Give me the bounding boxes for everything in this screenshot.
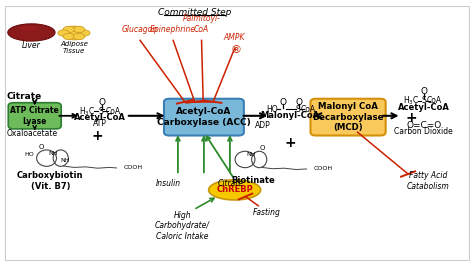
Text: O: O [39,144,45,150]
FancyBboxPatch shape [5,6,469,260]
Text: Oxaloacetate: Oxaloacetate [7,129,58,138]
Text: Citrate: Citrate [218,178,244,188]
Text: Carbon Dioxide: Carbon Dioxide [394,127,453,136]
Ellipse shape [73,33,85,40]
Text: CoA: CoA [427,96,442,105]
Ellipse shape [63,33,74,40]
Text: Acetyl-CoA: Acetyl-CoA [74,113,126,122]
Text: +: + [405,111,417,125]
Text: Acetyl-CoA: Acetyl-CoA [398,103,450,111]
Text: Palmitoyl-
CoA: Palmitoyl- CoA [182,14,220,34]
Text: H$_3$C: H$_3$C [403,94,419,107]
Ellipse shape [79,30,90,36]
Ellipse shape [58,30,69,36]
Ellipse shape [62,26,86,40]
FancyBboxPatch shape [8,103,61,129]
Text: Biotinate: Biotinate [232,176,275,185]
Ellipse shape [63,26,74,33]
Text: Acetyl-CoA
Carboxylase (ACC): Acetyl-CoA Carboxylase (ACC) [157,107,251,127]
Text: Carboxybiotin
(Vit. B7): Carboxybiotin (Vit. B7) [17,172,83,191]
Text: Fasting: Fasting [252,208,280,217]
Text: High
Carbohydrate/
Caloric Intake: High Carbohydrate/ Caloric Intake [155,211,210,241]
Text: S: S [98,107,103,116]
Ellipse shape [209,180,261,200]
Text: Committed Step: Committed Step [158,8,231,17]
Text: H$_3$C: H$_3$C [79,105,95,118]
Text: COOH: COOH [314,167,333,172]
Ellipse shape [73,26,85,33]
Text: ChREBP: ChREBP [216,185,253,194]
Text: HO: HO [24,152,34,157]
Text: Adipose
Tissue: Adipose Tissue [60,41,88,54]
Text: O: O [259,145,265,151]
Ellipse shape [19,26,38,31]
Text: HO: HO [267,105,278,114]
Text: ADP: ADP [255,121,271,130]
FancyBboxPatch shape [164,99,244,135]
Text: CoA: CoA [301,105,316,114]
Text: COOH: COOH [124,165,143,171]
Text: Malonyl CoA
Decarboxylase
(MCD): Malonyl CoA Decarboxylase (MCD) [312,102,384,132]
Text: +: + [284,136,296,150]
Text: O: O [99,98,106,107]
Text: Citrate: Citrate [7,92,42,101]
Text: +: + [92,129,103,143]
Text: O=C=O: O=C=O [406,121,441,130]
Text: O: O [420,88,427,97]
Text: AMPK: AMPK [224,33,246,42]
Text: ATP: ATP [93,119,107,128]
Text: NH: NH [61,158,70,163]
Text: S: S [421,96,426,105]
Text: ®: ® [230,45,242,55]
Text: O: O [295,98,302,107]
Ellipse shape [8,24,55,41]
Text: NH: NH [48,151,57,156]
Text: O: O [280,98,287,107]
Text: CoA: CoA [106,107,121,116]
Text: Liver: Liver [22,41,41,50]
FancyBboxPatch shape [310,99,386,135]
Text: S: S [296,105,301,114]
Text: Malonyl-CoA: Malonyl-CoA [260,111,319,120]
Text: Glucagon: Glucagon [122,25,158,34]
Text: Fatty Acid
Catabolism: Fatty Acid Catabolism [407,172,450,191]
Text: Epinephrine: Epinephrine [150,25,196,34]
Text: NH: NH [246,152,256,157]
Text: Insulin: Insulin [156,178,181,188]
Text: ATP Citrate
Lyase: ATP Citrate Lyase [10,106,59,126]
